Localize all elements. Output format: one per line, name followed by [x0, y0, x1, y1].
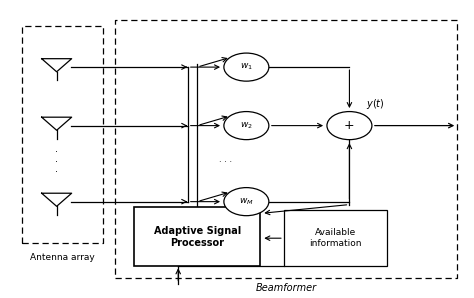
Text: +: + — [344, 119, 355, 132]
Text: Adaptive Signal
Processor: Adaptive Signal Processor — [154, 226, 241, 248]
Text: Available
information: Available information — [309, 229, 362, 248]
Circle shape — [224, 53, 269, 81]
Text: Beamformer: Beamformer — [255, 283, 317, 293]
Text: Antenna array: Antenna array — [30, 253, 95, 262]
Text: · · ·: · · · — [219, 158, 232, 167]
Text: $y(t)$: $y(t)$ — [366, 97, 384, 111]
Circle shape — [224, 188, 269, 216]
Text: $w_M$: $w_M$ — [239, 196, 254, 207]
FancyBboxPatch shape — [134, 207, 260, 266]
Circle shape — [224, 111, 269, 140]
Text: $w_1$: $w_1$ — [240, 62, 253, 72]
Text: ·
·
·: · · · — [55, 147, 58, 177]
Circle shape — [327, 111, 372, 140]
FancyBboxPatch shape — [284, 210, 387, 266]
Text: $w_2$: $w_2$ — [240, 120, 253, 131]
